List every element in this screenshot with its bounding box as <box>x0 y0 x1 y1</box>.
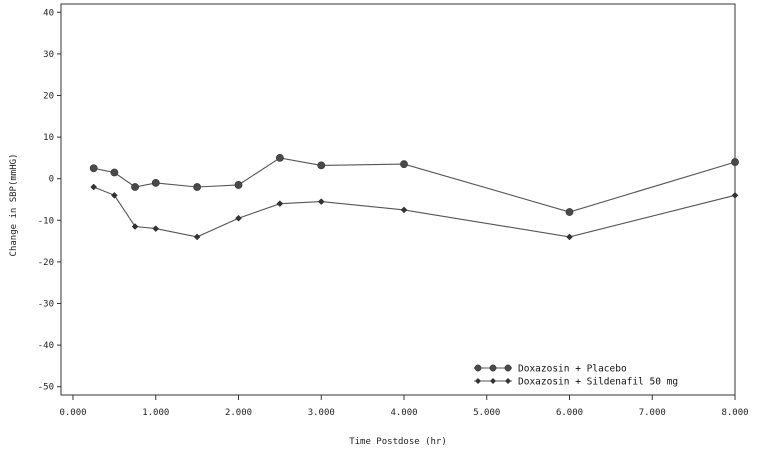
data-point <box>110 168 119 177</box>
legend-marker <box>490 378 496 384</box>
x-tick-label: 0.000 <box>59 408 86 418</box>
legend-label: Doxazosin + Placebo <box>518 364 627 375</box>
data-point <box>317 198 325 205</box>
x-tick-label: 6.000 <box>556 408 583 418</box>
x-tick-label: 4.000 <box>390 408 417 418</box>
x-tick-label: 1.000 <box>142 408 169 418</box>
data-point <box>89 164 98 173</box>
legend-marker <box>504 364 512 372</box>
data-point <box>731 158 739 166</box>
data-point <box>566 233 573 241</box>
data-point <box>276 200 284 208</box>
data-point <box>193 233 201 241</box>
data-point <box>565 208 574 216</box>
x-tick-label: 2.000 <box>225 408 252 418</box>
data-point <box>400 160 408 169</box>
data-point <box>90 183 98 191</box>
y-tick-label: 30 <box>43 50 54 60</box>
x-axis: 0.000 1.000 2.000 3.000 4.000 5.000 6.000 7.000… <box>59 395 749 418</box>
data-point <box>193 183 202 191</box>
x-tick-label: 3.000 <box>308 408 335 418</box>
series-layer <box>89 154 739 241</box>
y-axis-title: Change in SBP(mmHG) <box>9 154 19 257</box>
series-1 <box>89 154 739 216</box>
y-tick-label: -40 <box>38 341 54 351</box>
x-axis-title: Time Postdose (hr) <box>349 437 447 447</box>
data-point <box>111 191 118 199</box>
data-point <box>151 178 160 187</box>
y-tick-label: -50 <box>38 383 54 393</box>
data-point <box>152 225 160 232</box>
series-2 <box>90 183 739 241</box>
x-tick-label: 5.000 <box>473 408 500 418</box>
data-point <box>235 214 242 222</box>
data-point <box>234 181 243 189</box>
legend-label: Doxazosin + Sildenafil 50 mg <box>518 377 678 388</box>
legend-marker <box>475 378 481 384</box>
y-tick-label: 0 <box>49 175 54 185</box>
series-line <box>93 186 736 238</box>
y-tick-label: -30 <box>38 299 54 309</box>
data-point <box>731 191 739 199</box>
legend: Doxazosin + Placebo Doxazosin + Sildenafi… <box>474 364 678 388</box>
data-point <box>400 206 408 214</box>
x-tick-label: 8.000 <box>721 408 748 418</box>
y-tick-label: 20 <box>43 92 54 102</box>
x-tick-label: 7.000 <box>639 408 666 418</box>
data-point <box>131 183 139 191</box>
data-point <box>275 154 284 162</box>
legend-marker <box>489 364 497 372</box>
series-line <box>93 157 736 213</box>
data-point <box>317 161 326 170</box>
y-axis: 40 30 20 10 0 -10 -20 -30 -40 -50 <box>38 8 61 393</box>
y-tick-label: 10 <box>43 133 54 143</box>
y-tick-label: -20 <box>38 258 54 268</box>
legend-marker <box>474 364 482 372</box>
y-tick-label: 40 <box>43 8 54 18</box>
plot-frame <box>60 3 736 396</box>
y-tick-label: -10 <box>38 216 54 226</box>
data-point <box>131 223 139 230</box>
legend-marker <box>505 378 511 384</box>
